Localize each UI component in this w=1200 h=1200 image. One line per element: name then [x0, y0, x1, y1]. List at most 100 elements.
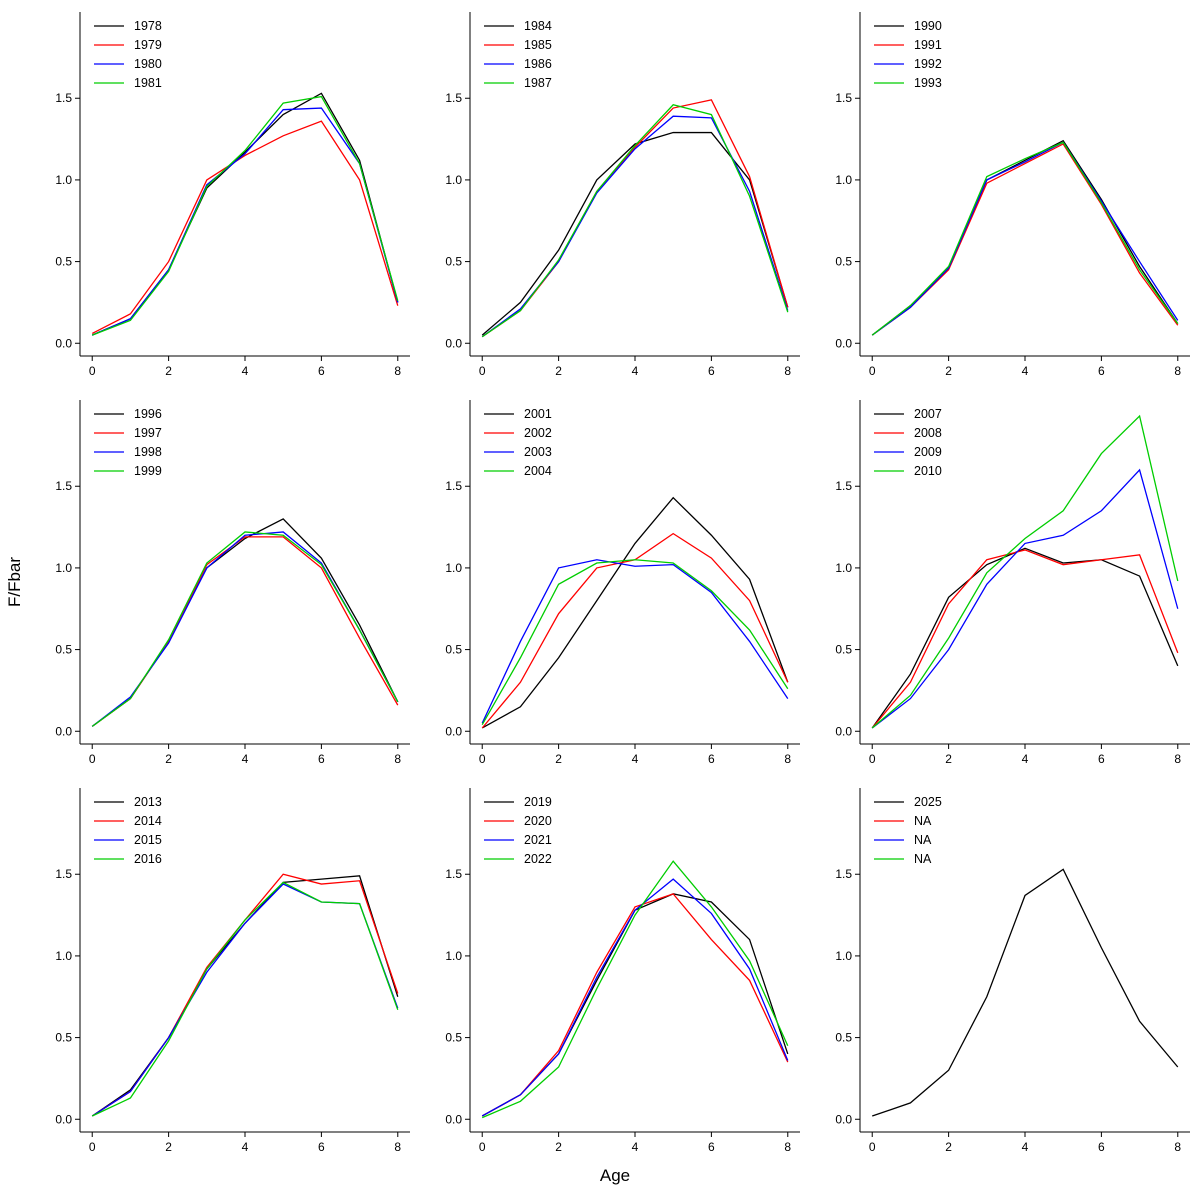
y-tick-label: 0.0 [835, 336, 852, 350]
legend-label: 2009 [914, 445, 942, 459]
x-tick-label: 4 [1022, 364, 1029, 378]
y-tick-label: 1.5 [445, 479, 462, 493]
series-line-1998 [91, 531, 399, 727]
x-tick-label: 2 [555, 364, 562, 378]
legend-label: 1980 [134, 57, 162, 71]
x-tick-label: 6 [708, 752, 715, 766]
y-tick-label: 0.5 [55, 643, 72, 657]
legend-label: 2010 [914, 464, 942, 478]
legend-label: 2001 [524, 407, 552, 421]
series-line-2010 [871, 414, 1179, 729]
x-axis-title-row: Age [30, 1164, 1200, 1200]
series-line-1980 [91, 107, 399, 336]
legend-label: 1984 [524, 19, 552, 33]
y-tick-label: 1.0 [55, 173, 72, 187]
y-tick-label: 1.0 [835, 949, 852, 963]
legend-label: 1996 [134, 407, 162, 421]
series-line-2004 [481, 559, 789, 726]
y-tick-label: 0.0 [835, 724, 852, 738]
chart-panel-2013: 0 2 4 6 8 0.0 0.5 1.0 1.5 2013 2014 2015 2016 [55, 788, 410, 1154]
legend-label: 2025 [914, 795, 942, 809]
series-line-1981 [91, 95, 399, 336]
y-tick-label: 0.0 [445, 724, 462, 738]
y-axis-title: F/Fbar [5, 556, 24, 608]
legend-label: 1997 [134, 426, 162, 440]
legend-label: 1991 [914, 38, 942, 52]
legend-label: 1981 [134, 76, 162, 90]
chart-panel-2001: 0 2 4 6 8 0.0 0.5 1.0 1.5 2001 2002 2003 2004 [445, 400, 800, 766]
series-line-2021 [481, 878, 789, 1117]
x-tick-label: 6 [708, 1140, 715, 1154]
chart-panel-1996: 0 2 4 6 8 0.0 0.5 1.0 1.5 1996 1997 1998 1999 [55, 400, 410, 766]
legend-label: 1978 [134, 19, 162, 33]
y-tick-label: 1.0 [445, 173, 462, 187]
x-tick-label: 8 [394, 752, 401, 766]
series-line-1986 [481, 115, 789, 338]
series-line-2025 [872, 868, 1179, 1117]
legend-label: 1993 [914, 76, 942, 90]
x-tick-label: 6 [1098, 1140, 1105, 1154]
y-tick-label: 0.5 [445, 643, 462, 657]
x-tick-label: 8 [1174, 364, 1181, 378]
y-tick-label: 0.0 [55, 724, 72, 738]
legend-label: 2003 [524, 445, 552, 459]
legend-label: 1985 [524, 38, 552, 52]
legend-label: 2022 [524, 852, 552, 866]
x-tick-label: 6 [1098, 364, 1105, 378]
series-line-1984 [481, 131, 789, 336]
legend-label: 2013 [134, 795, 162, 809]
y-tick-label: 0.0 [445, 1112, 462, 1126]
x-tick-label: 2 [555, 752, 562, 766]
x-tick-label: 0 [479, 1140, 486, 1154]
y-tick-label: 0.5 [835, 643, 852, 657]
legend-label: 2004 [524, 464, 552, 478]
x-tick-label: 2 [945, 1140, 952, 1154]
x-tick-label: 8 [394, 1140, 401, 1154]
series-line-2022 [481, 860, 789, 1119]
chart-panel-1978: 0 2 4 6 8 0.0 0.5 1.0 1.5 1978 1979 1980 1981 [55, 12, 410, 378]
series-line-2003 [481, 559, 789, 724]
series-line-1996 [91, 518, 399, 727]
legend-label: 1999 [134, 464, 162, 478]
x-tick-label: 0 [869, 752, 876, 766]
x-tick-label: 8 [1174, 752, 1181, 766]
x-tick-label: 4 [242, 752, 249, 766]
chart-panel-1990: 0 2 4 6 8 0.0 0.5 1.0 1.5 1990 1991 1992 1993 [835, 12, 1190, 378]
series-line-1992 [871, 141, 1179, 336]
chart-panel-2019: 0 2 4 6 8 0.0 0.5 1.0 1.5 2019 2020 2021 2022 [445, 788, 800, 1154]
x-tick-label: 4 [242, 364, 249, 378]
legend-label: 2020 [524, 814, 552, 828]
x-tick-label: 8 [1174, 1140, 1181, 1154]
x-tick-label: 0 [89, 1140, 96, 1154]
y-tick-label: 1.0 [55, 949, 72, 963]
legend-label: 1992 [914, 57, 942, 71]
legend-label: 2019 [524, 795, 552, 809]
x-tick-label: 4 [1022, 752, 1029, 766]
legend-label: 1998 [134, 445, 162, 459]
legend-label: 2014 [134, 814, 162, 828]
y-axis-title-column: F/Fbar [0, 0, 30, 1164]
x-tick-label: 2 [165, 752, 172, 766]
x-tick-label: 6 [318, 752, 325, 766]
x-tick-label: 0 [479, 752, 486, 766]
x-tick-label: 6 [1098, 752, 1105, 766]
series-line-2001 [481, 496, 789, 729]
chart-panel-1984: 0 2 4 6 8 0.0 0.5 1.0 1.5 1984 1985 1986 1987 [445, 12, 800, 378]
y-tick-label: 1.5 [835, 867, 852, 881]
series-line-2009 [871, 468, 1179, 729]
x-tick-label: 4 [632, 364, 639, 378]
x-tick-label: 8 [784, 752, 791, 766]
legend-label: 1987 [524, 76, 552, 90]
x-tick-label: 4 [1022, 1140, 1029, 1154]
x-tick-label: 2 [165, 1140, 172, 1154]
y-tick-label: 0.0 [445, 336, 462, 350]
y-tick-label: 1.5 [55, 867, 72, 881]
series-line-1979 [91, 120, 399, 335]
x-tick-label: 0 [479, 364, 486, 378]
x-tick-label: 6 [318, 364, 325, 378]
y-tick-label: 1.5 [835, 479, 852, 493]
x-tick-label: 4 [242, 1140, 249, 1154]
y-tick-label: 0.5 [445, 255, 462, 269]
series-line-2019 [481, 893, 789, 1117]
series-line-2020 [481, 893, 789, 1117]
